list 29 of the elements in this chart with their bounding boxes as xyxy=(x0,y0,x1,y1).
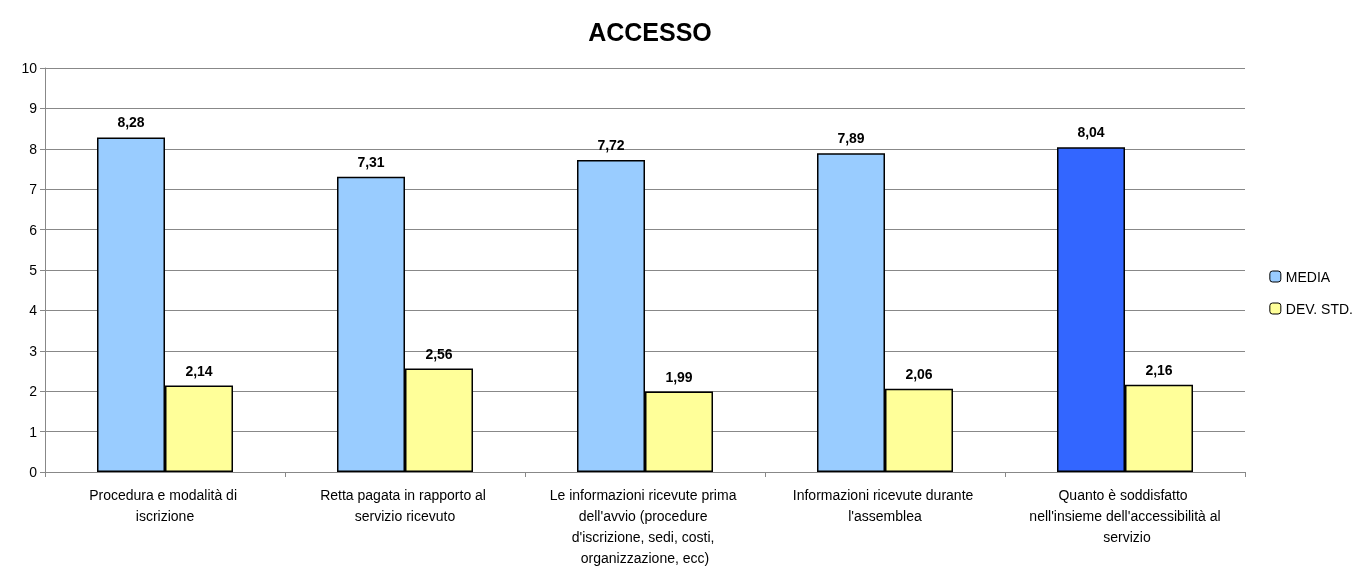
data-label: 7,72 xyxy=(597,137,625,154)
legend-label: DEV. STD. xyxy=(1285,300,1353,317)
x-tick-label: Le informazioni ricevute prima dell'avvio (procedure d'iscrizione, sedi, costi, organizzazione, ecc) xyxy=(549,486,741,566)
data-label: 2,14 xyxy=(185,362,213,379)
data-label: 2,16 xyxy=(1145,361,1173,378)
y-tick-label: 2 xyxy=(29,383,38,400)
data-label: 1,99 xyxy=(665,368,693,385)
y-tick-label: 5 xyxy=(29,262,38,278)
y-tick-label: 9 xyxy=(29,100,38,117)
y-tick-label: 4 xyxy=(29,302,38,319)
x-tick-label: Quanto è soddisfatto nell'insieme dell'accessibilità al servizio xyxy=(1029,486,1221,545)
y-tick-label: 3 xyxy=(29,342,38,359)
y-tick-label: 7 xyxy=(29,181,38,198)
y-tick-label: 0 xyxy=(29,464,38,480)
y-tick-label: 8 xyxy=(29,140,38,157)
y-tick-label: 10 xyxy=(21,60,38,76)
data-label: 7,31 xyxy=(357,153,385,170)
x-tick-label: Informazioni ricevute durante l'assemblea xyxy=(792,486,978,524)
y-tick-label: 6 xyxy=(29,221,38,238)
data-label: 2,06 xyxy=(905,365,933,382)
x-tick-label: Procedura e modalità di iscrizione xyxy=(89,486,241,524)
data-label: 2,56 xyxy=(425,345,453,362)
data-label: 7,89 xyxy=(837,130,865,147)
chart-title: ACCESSO xyxy=(588,17,712,46)
x-tick-label: Retta pagata in rapporto al servizio ricevuto xyxy=(320,486,490,524)
y-tick-label: 1 xyxy=(29,423,38,440)
data-label: 8,28 xyxy=(117,114,145,131)
data-label: 8,04 xyxy=(1077,124,1105,141)
legend-label: MEDIA xyxy=(1285,268,1331,285)
